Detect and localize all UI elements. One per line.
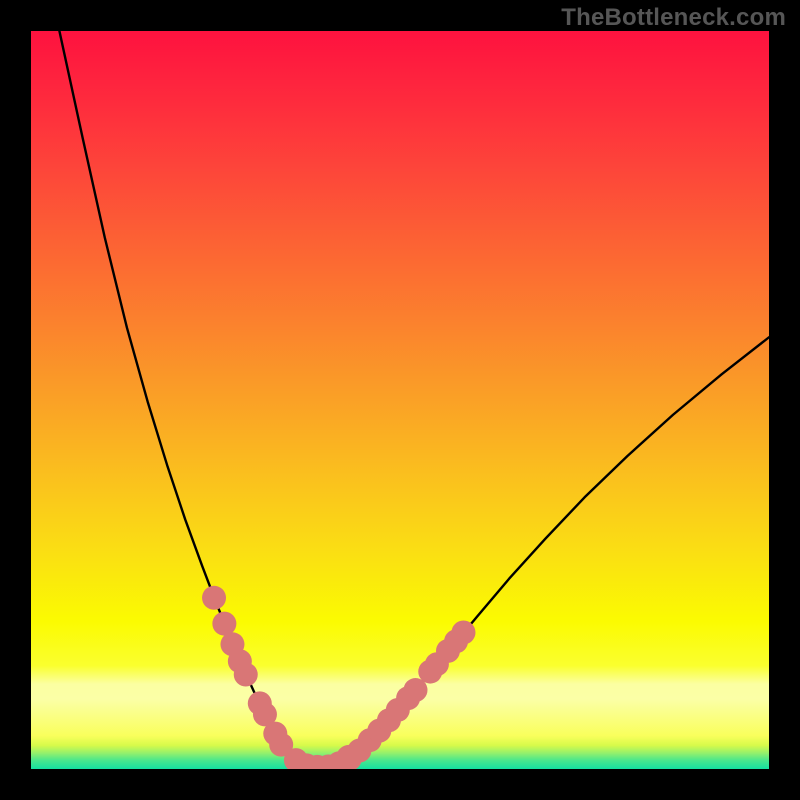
plot-svg xyxy=(31,31,769,769)
curve-marker xyxy=(234,663,258,687)
chart-frame: TheBottleneck.com xyxy=(0,0,800,800)
curve-marker xyxy=(212,612,236,636)
watermark-text: TheBottleneck.com xyxy=(561,4,786,32)
curve-marker xyxy=(451,620,475,644)
curve-marker xyxy=(202,586,226,610)
gradient-background xyxy=(31,31,769,769)
plot-area xyxy=(31,31,769,769)
